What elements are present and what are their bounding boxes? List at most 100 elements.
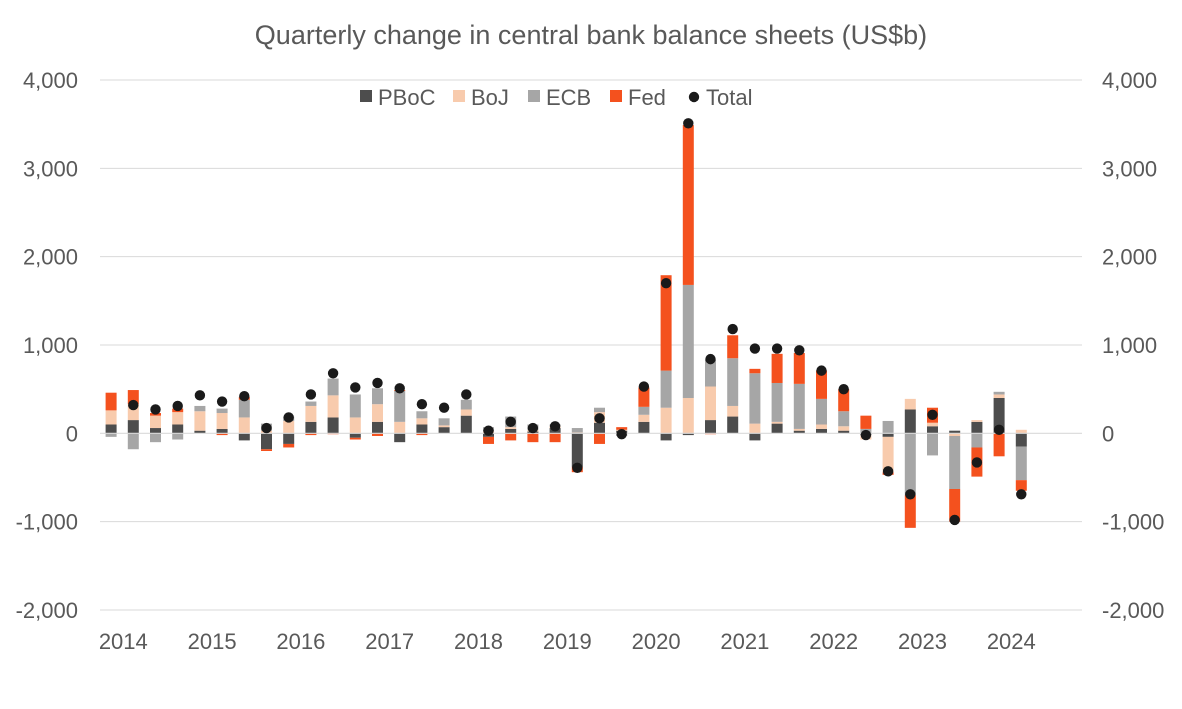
total-dot-2022Q4 (905, 489, 916, 500)
x-tick-2024: 2024 (987, 629, 1036, 654)
total-dot-2023Q3 (971, 457, 983, 468)
legend-swatch-ecb (528, 90, 540, 102)
total-dot-2022Q3 (882, 466, 894, 477)
bar-pboc-2014Q3 (172, 424, 184, 434)
bar-boj-2022Q3 (882, 436, 894, 473)
bar-fed-2020Q2 (682, 125, 694, 285)
bar-fed-2019Q2 (594, 433, 605, 444)
total-dot-2019Q2 (594, 413, 605, 424)
total-dot-2021Q4 (816, 365, 827, 376)
bar-boj-2022Q1 (838, 426, 850, 431)
total-dot-2015Q1 (216, 396, 228, 407)
bar-ecb-2020Q2 (682, 284, 694, 398)
bar-pboc-2015Q4 (283, 433, 295, 444)
bar-boj-2020Q3 (705, 386, 716, 421)
y-tick-left-6: 4,000 (23, 68, 78, 93)
bar-fed-2021Q4 (816, 370, 827, 399)
bar-fed-2023Q2 (949, 488, 961, 522)
bar-ecb-2014Q4 (194, 405, 206, 412)
bar-fed-2021Q2 (771, 353, 783, 383)
bar-fed-2015Q3 (261, 449, 272, 451)
bar-boj-2016Q1 (305, 405, 317, 422)
bar-pboc-2023Q4 (993, 398, 1005, 434)
total-dot-2015Q4 (283, 412, 294, 423)
total-dot-2016Q2 (327, 368, 339, 379)
bar-ecb-2019Q4 (638, 406, 650, 415)
bar-boj-2017Q2 (416, 418, 428, 425)
bar-pboc-2022Q3 (882, 433, 894, 437)
total-dot-2021Q2 (771, 343, 783, 354)
bar-pboc-2014Q2 (150, 428, 161, 434)
bar-ecb-2016Q2 (327, 378, 339, 396)
total-dot-2020Q1 (660, 277, 672, 289)
legend-swatch-pboc (360, 90, 372, 102)
bar-ecb-2015Q2 (238, 399, 250, 418)
chart-title: Quarterly change in central bank balance… (255, 20, 927, 50)
bar-pboc-2014Q4 (194, 430, 206, 434)
bar-pboc-2021Q1 (749, 433, 761, 441)
bar-ecb-2014Q2 (150, 433, 161, 443)
bar-boj-2022Q4 (904, 398, 916, 410)
bar-ecb-2016Q4 (372, 388, 383, 405)
bar-pboc-2013Q4 (105, 424, 117, 434)
y-tick-left-2: 0 (66, 421, 78, 446)
bar-boj-2016Q3 (349, 417, 361, 434)
bar-pboc-2023Q3 (971, 421, 983, 434)
bar-pboc-2022Q1 (838, 430, 850, 434)
bar-ecb-2023Q4 (993, 391, 1005, 395)
bar-boj-2017Q1 (394, 421, 406, 434)
bar-fed-2019Q3 (616, 427, 628, 430)
total-dot-2017Q4 (461, 389, 472, 400)
bar-boj-2014Q1 (127, 404, 139, 421)
bar-ecb-2020Q1 (660, 370, 672, 408)
bar-pboc-2017Q1 (394, 433, 406, 443)
bar-ecb-2022Q1 (838, 411, 850, 427)
bar-boj-2021Q4 (816, 424, 827, 429)
total-dot-2023Q1 (927, 409, 938, 420)
bar-ecb-2019Q1 (571, 428, 583, 433)
legend-label-pboc: PBoC (378, 85, 436, 110)
legend-swatch-fed (610, 90, 622, 102)
bar-pboc-2016Q2 (327, 417, 339, 434)
bar-ecb-2020Q4 (727, 358, 739, 406)
bar-ecb-2021Q2 (771, 382, 783, 422)
x-tick-2022: 2022 (809, 629, 858, 654)
bar-fed-2023Q4 (993, 433, 1005, 457)
bar-pboc-2020Q3 (705, 420, 716, 434)
bar-pboc-2020Q1 (660, 433, 672, 441)
total-dot-2014Q1 (128, 399, 139, 411)
legend: PBoC BoJ ECB Fed Total (360, 85, 752, 110)
bar-pboc-2024Q1 (1015, 433, 1027, 447)
bar-ecb-2015Q1 (216, 408, 228, 414)
bar-pboc-2022Q4 (904, 409, 916, 434)
bar-fed-2021Q3 (793, 352, 805, 384)
bar-boj-2023Q3 (971, 420, 983, 422)
y-tick-right-0: -2,000 (1102, 598, 1164, 623)
bar-ecb-2017Q4 (460, 399, 472, 410)
total-dot-2014Q4 (194, 390, 206, 401)
bar-boj-2021Q3 (793, 428, 805, 431)
bar-pboc-2021Q2 (771, 423, 783, 434)
total-dot-2020Q4 (727, 323, 738, 335)
legend-swatch-total (688, 91, 700, 103)
bar-pboc-2016Q4 (372, 421, 383, 434)
bar-boj-2016Q2 (327, 395, 339, 418)
bar-pboc-2023Q1 (927, 426, 938, 434)
bar-ecb-2021Q4 (816, 398, 827, 425)
bar-pboc-2018Q2 (505, 428, 517, 434)
total-dot-2015Q2 (239, 391, 250, 402)
x-tick-2019: 2019 (543, 629, 592, 654)
total-dot-2018Q4 (549, 421, 561, 432)
bar-pboc-2017Q2 (416, 424, 428, 434)
bar-ecb-2021Q1 (749, 373, 761, 424)
bar-pboc-2015Q1 (216, 428, 228, 434)
total-dot-2023Q2 (949, 514, 960, 526)
total-dot-2022Q1 (838, 383, 849, 395)
total-dot-2023Q4 (993, 424, 1005, 435)
gridlines (100, 79, 1082, 611)
bar-fed-2022Q4 (904, 495, 916, 528)
bar-fed-2019Q4 (638, 387, 650, 407)
total-dot-2017Q3 (438, 402, 450, 413)
bar-ecb-2019Q2 (594, 407, 605, 413)
